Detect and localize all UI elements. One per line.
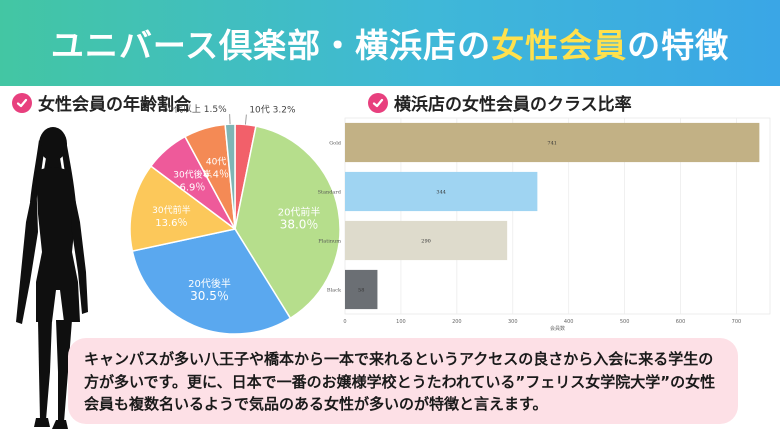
pie-slice-value: 30.5％ [190, 289, 229, 303]
pie-slice-value: 13.6％ [155, 218, 187, 229]
title-text-after: の特徴 [627, 26, 730, 65]
age-section-title: 女性会員の年齢割合 [38, 95, 191, 115]
pie-slice [224, 123, 236, 230]
x-tick-label: 700 [732, 319, 742, 325]
title-text-highlight: 女性会員 [491, 26, 628, 65]
pie-slice-label: 10代 3.2% [249, 105, 296, 116]
x-tick-label: 400 [564, 319, 574, 325]
title-banner: ユニバース倶楽部・横浜店の女性会員の特徴 [0, 0, 780, 86]
pie-slice [129, 165, 237, 252]
check-icon [12, 92, 32, 113]
class-section-title: 横浜店の女性会員のクラス比率 [394, 95, 632, 115]
pie-slice-category: 20代前半 [278, 206, 321, 219]
bar-platinum [345, 220, 508, 261]
bar-standard [345, 171, 538, 212]
page-title: ユニバース倶楽部・横浜店の女性会員の特徴 [51, 19, 729, 67]
x-axis-label: 会員数 [550, 325, 565, 332]
woman-silhouette-image [16, 127, 88, 429]
bar-value-label: 741 [547, 141, 557, 147]
y-tick-label: Gold [329, 141, 342, 147]
x-tick-label: 100 [396, 319, 406, 325]
x-tick-label: 0 [343, 319, 346, 325]
title-text-before: ユニバース倶楽部・横浜店の [50, 26, 492, 65]
pie-slice-category: 40代 [206, 157, 226, 168]
pie-slice-value: 6.4％ [203, 170, 229, 181]
age-section-heading: 女性会員の年齢割合 [12, 90, 191, 115]
class-section-heading: 横浜店の女性会員のクラス比率 [368, 90, 632, 115]
x-tick-label: 500 [620, 319, 630, 325]
bar-value-label: 58 [358, 288, 364, 294]
bar-value-label: 290 [421, 239, 431, 245]
description-text: キャンパスが多い八王子や橋本から一本で来れるというアクセスの良さから入会に来る学… [84, 350, 716, 413]
pie-slice-category: 30代前半 [152, 204, 190, 216]
x-tick-label: 600 [676, 319, 686, 325]
x-tick-label: 200 [452, 319, 462, 325]
pie-slice-value: 6.9％ [179, 183, 205, 194]
pie-slice [131, 228, 292, 335]
check-icon [368, 92, 388, 113]
bar-value-label: 344 [436, 190, 446, 196]
pie-slice-category: 20代後半 [188, 277, 231, 290]
class-bar-chart: 0 100 200 300 400 500 600 700 会員数 Gold 741 Standard… [318, 117, 771, 332]
y-tick-label: Standard [318, 190, 342, 196]
bar-gold [345, 122, 760, 163]
y-tick-label: Black [327, 288, 342, 294]
x-tick-label: 300 [508, 319, 518, 325]
y-tick-label: Platinum [318, 239, 341, 245]
pie-slice-label: 50代以上 1.5% [162, 104, 227, 115]
pie-leader-line [245, 114, 247, 125]
pie-slice-category: 30代後半 [173, 169, 211, 181]
bar-black [345, 269, 378, 310]
pie-slice-value: 38.0％ [280, 218, 319, 232]
description-box: キャンパスが多い八王子や橋本から一本で来れるというアクセスの良さから入会に来る学… [68, 338, 738, 424]
